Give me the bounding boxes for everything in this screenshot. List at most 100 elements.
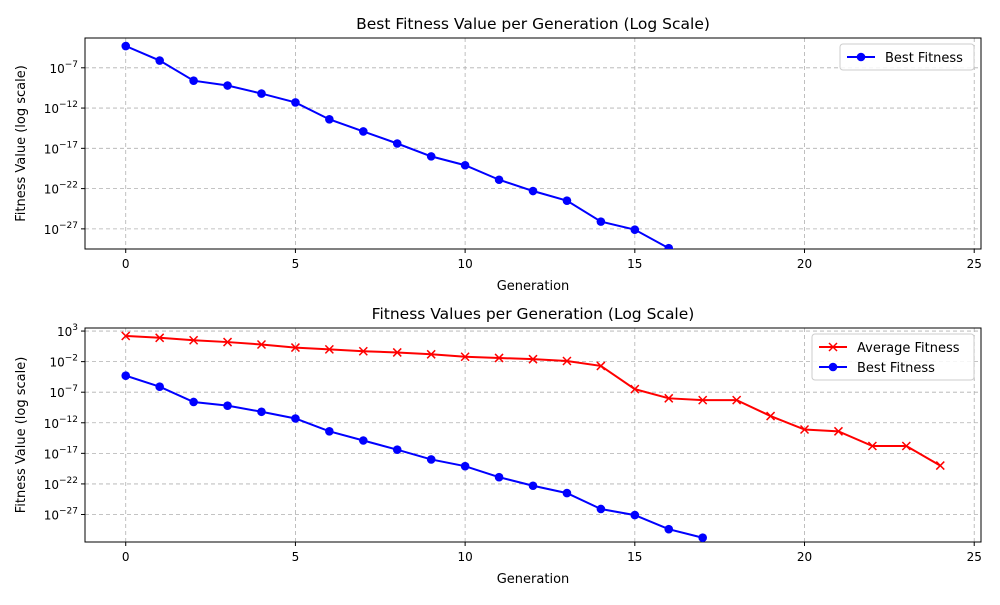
chart1-series-0-point-4 — [256, 339, 267, 350]
chart1-series-1-point-17 — [698, 533, 707, 542]
chart1-ytick-label--7: 10−7 — [49, 384, 78, 400]
chart0: 0 5 10 15 20 25 10−7 10−12 10−17 10−22 10−27 Best F… — [14, 15, 982, 294]
chart0-xtick-label-0: 0 — [122, 257, 130, 271]
chart0-xtick-label-5: 5 — [292, 257, 300, 271]
chart1-series-0-point-16 — [664, 393, 674, 403]
chart0-series-0-line — [125, 45, 675, 249]
chart1-series-0-point-23 — [901, 441, 911, 451]
chart0-series-0-point-9 — [426, 152, 436, 161]
chart1-series-1-point-5 — [291, 414, 300, 423]
chart0-xlabel: Generation — [497, 279, 570, 294]
chart0-title: Best Fitness Value per Generation (Log S… — [356, 15, 710, 33]
chart1-series-0-point-15 — [630, 384, 640, 394]
chart1-series-0-point-19 — [766, 411, 776, 421]
chart1-legend-label-0: Average Fitness — [857, 341, 960, 356]
chart1-xtick-label-0: 0 — [122, 550, 130, 564]
chart1-series-1-point-12 — [528, 481, 538, 491]
chart1-series-0-point-9 — [426, 349, 436, 359]
chart1-ytick-label--2: 10−2 — [49, 354, 78, 370]
chart1-series-1-point-2 — [189, 397, 198, 407]
chart1-title: Fitness Values per Generation (Log Scale… — [372, 305, 695, 323]
chart1-series-1-point-4 — [257, 407, 266, 417]
chart0-ylabel: Fitness Value (log scale) — [14, 65, 29, 222]
chart0-series-0-point-14 — [596, 217, 606, 226]
chart0-xtick-label-25: 25 — [967, 257, 982, 271]
chart1-series-0-point-21 — [833, 426, 843, 436]
chart1-series-0-point-13 — [562, 356, 572, 366]
chart0-ytick-label--22: 10−22 — [44, 181, 78, 197]
chart1-series-1-point-8 — [392, 445, 402, 454]
chart1-series-1-point-0 — [121, 371, 131, 380]
chart1-series-1-point-6 — [325, 427, 334, 436]
chart1-xtick-label-15: 15 — [627, 550, 642, 564]
chart1-series-0-point-24 — [935, 461, 945, 471]
chart1-series-1-point-11 — [494, 472, 504, 482]
chart1-legend-box — [811, 333, 975, 381]
chart1-ytick-label--27: 10−27 — [44, 506, 78, 522]
chart1-ytick-label-3: 103 — [57, 323, 78, 339]
chart0-series-0-point-17 — [698, 255, 707, 264]
chart1-series-1-point-14 — [596, 504, 606, 514]
chart1-axes-frame — [84, 327, 982, 543]
chart0-xtick-label-20: 20 — [797, 257, 812, 271]
chart0-legend: Best Fitness — [839, 43, 975, 71]
chart0-series-0-point-6 — [325, 115, 334, 124]
chart0-series-0-point-16 — [664, 243, 674, 249]
chart1-series-0-point-10 — [460, 352, 470, 362]
chart0-series-0-point-12 — [528, 186, 538, 196]
chart1-series-0-point-8 — [392, 347, 402, 357]
chart1-series-1-point-15 — [630, 510, 640, 520]
chart1-series-0-point-20 — [799, 424, 810, 435]
chart1-series-0-point-5 — [290, 343, 300, 353]
chart0-series-0-point-4 — [257, 89, 266, 98]
chart1-series-1-point-9 — [426, 455, 436, 464]
chart1-series-0-point-2 — [189, 335, 199, 345]
chart1-series-0-point-11 — [494, 353, 504, 363]
chart1-series-0-point-18 — [732, 395, 742, 405]
chart1-legend-marker-0 — [828, 342, 838, 352]
chart0-series-0-point-15 — [630, 225, 640, 234]
chart1-series-0-point-22 — [867, 441, 877, 451]
chart1-series-0-point-3 — [223, 337, 233, 347]
chart1-series-0-point-0 — [121, 331, 131, 341]
chart1-series-0-point-1 — [155, 333, 165, 343]
chart0-legend-marker-0 — [856, 52, 866, 62]
chart1-legend-marker-1 — [828, 362, 838, 372]
chart0-series-0-point-1 — [155, 56, 164, 65]
chart0-xtick-label-10: 10 — [457, 257, 472, 271]
chart1-series-0-point-12 — [528, 354, 538, 364]
chart0-series-0-point-13 — [562, 196, 572, 205]
chart1-series-0-point-7 — [358, 346, 368, 356]
chart0-series-0-point-8 — [392, 139, 402, 148]
chart0-series-0-point-7 — [359, 127, 368, 136]
chart0-ytick-label--17: 10−17 — [44, 140, 78, 156]
chart1-ytick-label--12: 10−12 — [44, 415, 78, 431]
chart1-series-1-point-10 — [460, 461, 470, 471]
chart0-legend-label-0: Best Fitness — [885, 51, 963, 66]
chart0-axes-frame — [84, 37, 982, 250]
chart0-ytick-label--12: 10−12 — [44, 100, 78, 116]
chart0-ytick-label--7: 10−7 — [49, 60, 78, 76]
chart1-series-1-point-7 — [359, 436, 368, 445]
chart1-xlabel: Generation — [497, 572, 570, 587]
chart0-series-0-point-11 — [494, 175, 504, 185]
chart1-series-1-point-3 — [223, 401, 232, 410]
chart1-series-1-point-1 — [155, 382, 164, 391]
chart0-series-0-point-2 — [189, 76, 198, 85]
chart1-legend: Average Fitness Best Fitness — [811, 333, 975, 381]
chart1: 0 5 10 15 20 25 103 10−2 10−7 10−12 10−17 10−22 10−2… — [14, 305, 982, 587]
chart1-series-1-point-13 — [562, 488, 572, 498]
chart1-series-1-point-16 — [664, 524, 674, 534]
chart1-series-0-point-17 — [698, 395, 708, 405]
chart0-series-0-point-10 — [460, 160, 470, 170]
chart1-ytick-label--22: 10−22 — [44, 476, 78, 492]
chart0-xtick-label-15: 15 — [627, 257, 642, 271]
chart1-legend-label-1: Best Fitness — [857, 361, 935, 376]
chart1-series-0-point-14 — [596, 361, 606, 371]
chart1-ytick-label--17: 10−17 — [44, 445, 78, 461]
chart0-series-0-point-5 — [291, 98, 300, 107]
chart1-xtick-label-20: 20 — [797, 550, 812, 564]
chart1-series-0-point-6 — [324, 344, 334, 354]
chart1-xtick-label-10: 10 — [457, 550, 472, 564]
